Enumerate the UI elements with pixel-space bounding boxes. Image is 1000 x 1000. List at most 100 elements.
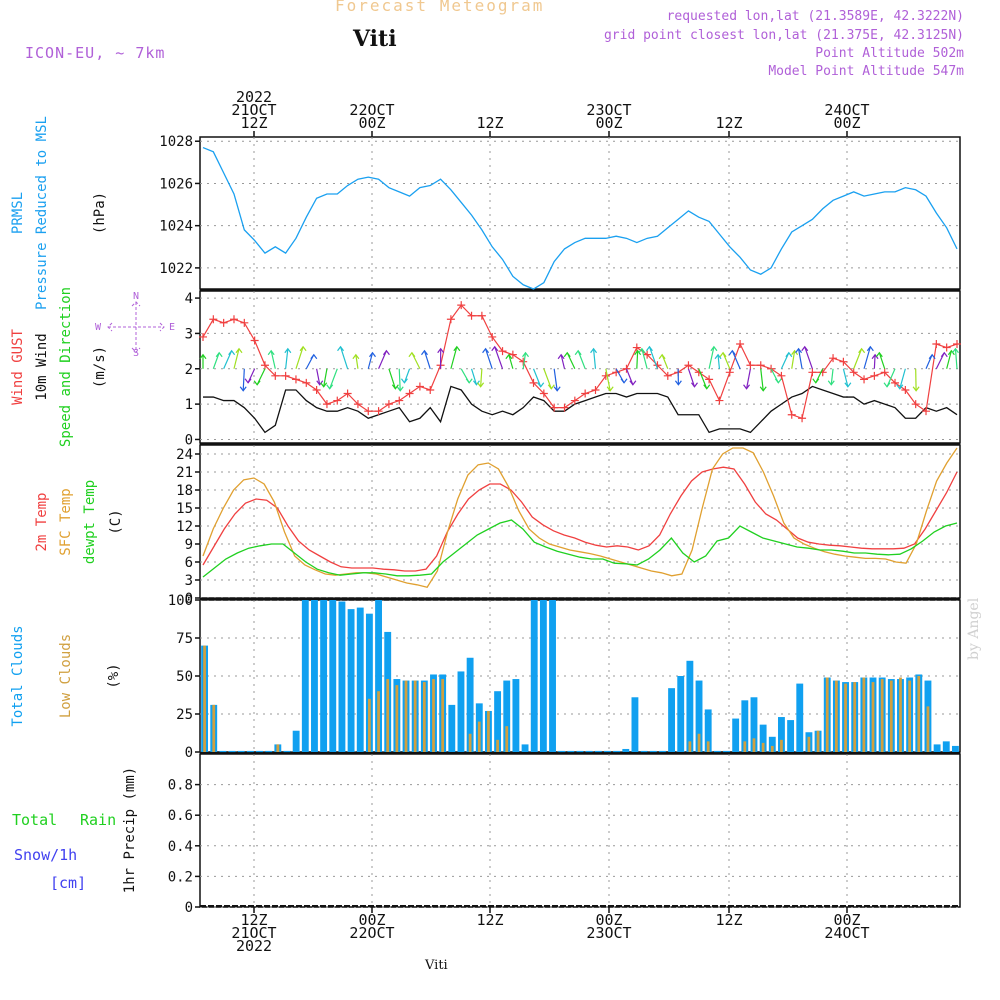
wind-gust-marker	[271, 371, 280, 380]
wind-direction-arrow	[388, 368, 396, 389]
wind-direction-arrowhead	[606, 386, 614, 392]
total-cloud-bar	[292, 730, 300, 752]
top-time-label: 24OCT	[824, 101, 869, 119]
total-cloud-bar	[329, 600, 337, 752]
wind-direction-arrowhead	[491, 345, 499, 352]
low-cloud-bar	[844, 683, 847, 752]
total-cloud-bar	[933, 744, 941, 752]
total-cloud-bar	[494, 691, 502, 752]
wind-direction-arrowhead	[634, 349, 642, 356]
wind-gust-marker	[953, 340, 961, 349]
wind-direction-arrowhead	[940, 351, 948, 358]
wind-direction-arrowhead	[629, 380, 637, 386]
total-cloud-bar	[796, 683, 804, 752]
temp-2m-label: 2m Temp	[34, 492, 50, 551]
wind-direction-arrowhead	[710, 345, 718, 352]
wind-direction-arrow	[480, 368, 483, 387]
wind-direction-arrow	[946, 350, 952, 369]
wind-direction-arrow	[698, 368, 708, 389]
low-cloud-bar	[743, 741, 747, 752]
wind-direction-arrow	[760, 368, 764, 391]
bottom-time-label: 00Z	[358, 911, 385, 929]
low-cloud-bar	[386, 679, 390, 752]
wind-direction-arrowhead	[244, 378, 252, 384]
top-time-label: 12Z	[240, 114, 267, 132]
low-cloud-bar	[477, 721, 481, 752]
top-time-label: 23OCT	[586, 101, 631, 119]
wind-gust-marker	[581, 389, 590, 398]
wind-direction-arrowhead	[791, 349, 799, 356]
wind-gust-marker	[746, 361, 755, 370]
wind-direction-arrowhead	[674, 380, 682, 386]
wind-direction-arrow	[423, 350, 431, 369]
requested-location: requested lon,lat (21.3589E, 42.3222N)	[666, 9, 964, 24]
wind-gust-marker	[911, 400, 920, 409]
wind-direction-arrow	[522, 352, 527, 369]
wind-ytick-label: 0	[185, 432, 193, 448]
total-cloud-bar	[365, 613, 373, 752]
pressure-ylabel: (hPa)	[92, 192, 108, 234]
low-cloud-bar	[761, 742, 765, 752]
wind-direction-arrowhead	[284, 347, 292, 354]
low-cloud-bar	[835, 680, 838, 752]
total-cloud-bar	[677, 676, 685, 752]
wind-gust-marker	[891, 378, 900, 387]
wind-direction-arrow	[745, 368, 752, 389]
wind-direction-arrowhead	[228, 349, 236, 356]
temperature-ytick-label: 18	[176, 483, 193, 499]
wind-direction-arrowhead	[557, 353, 565, 360]
wind-gust-marker	[519, 357, 528, 366]
wind-gust-marker	[446, 315, 455, 324]
wind-direction-arrow	[470, 368, 478, 385]
wind-direction-arrow	[270, 350, 276, 369]
wind-direction-arrow	[485, 348, 493, 369]
compass-west: W	[95, 322, 102, 333]
wind-direction-arrow	[648, 346, 659, 369]
pressure-ytick-label: 1024	[159, 219, 193, 235]
pressure-ytick-label: 1026	[159, 176, 193, 192]
wind-direction-arrowhead	[703, 384, 711, 390]
pressure-label-full: Pressure Reduced to MSL	[34, 116, 50, 310]
wind-direction-arrow	[878, 352, 886, 369]
temp-ylabel: (C)	[108, 509, 124, 534]
total-cloud-bar	[778, 717, 785, 752]
station-name: Viti	[353, 26, 397, 52]
bottom-time-label: 21OCT	[231, 924, 276, 942]
wind-direction-arrowhead	[728, 349, 736, 356]
wind-gust-marker	[550, 403, 559, 412]
low-cloud-bar	[377, 691, 380, 752]
wind-direction-arrowhead	[645, 345, 653, 352]
wind-direction-arrow	[731, 350, 741, 370]
temperature-ytick-label: 24	[176, 447, 193, 463]
wind-gust-marker	[343, 389, 352, 398]
wind-direction-arrowhead	[658, 353, 666, 360]
wind-gust-marker	[529, 378, 538, 387]
bottom-time-label: 12Z	[240, 911, 267, 929]
low-cloud-bar	[432, 679, 435, 752]
wind-direction-arrowhead	[620, 378, 628, 384]
wind-gust-marker	[767, 364, 776, 373]
wind-direction-arrow	[553, 368, 558, 391]
wind-direction-arrow	[316, 368, 321, 385]
wind-ytick-label: 1	[185, 397, 193, 413]
wind-gust-marker	[632, 343, 641, 352]
wind-gust-marker	[643, 350, 652, 359]
total-cloud-bar	[466, 657, 474, 752]
wind-gust-marker	[932, 340, 941, 349]
compass-east: E	[169, 322, 175, 333]
wind-direction-arrow	[285, 348, 289, 369]
wind-gust-marker	[457, 301, 466, 310]
wind-gust-marker	[240, 318, 249, 327]
wind-direction-arrow	[378, 350, 387, 370]
wind-direction-arrow	[873, 354, 876, 369]
model-point-altitude: Model Point Altitude 547m	[768, 64, 964, 79]
temperature-ytick-label: 6	[185, 555, 193, 571]
total-cloud-bar	[549, 600, 556, 752]
total-cloud-bar	[356, 607, 364, 752]
wind-direction-arrowhead	[844, 382, 852, 388]
dewpt-label: dewpt Temp	[82, 480, 98, 564]
total-cloud-bar	[539, 600, 547, 752]
wind-gust-marker	[426, 385, 435, 394]
wind-gust-marker	[756, 361, 765, 370]
wind-direction-arrowhead	[875, 351, 883, 358]
